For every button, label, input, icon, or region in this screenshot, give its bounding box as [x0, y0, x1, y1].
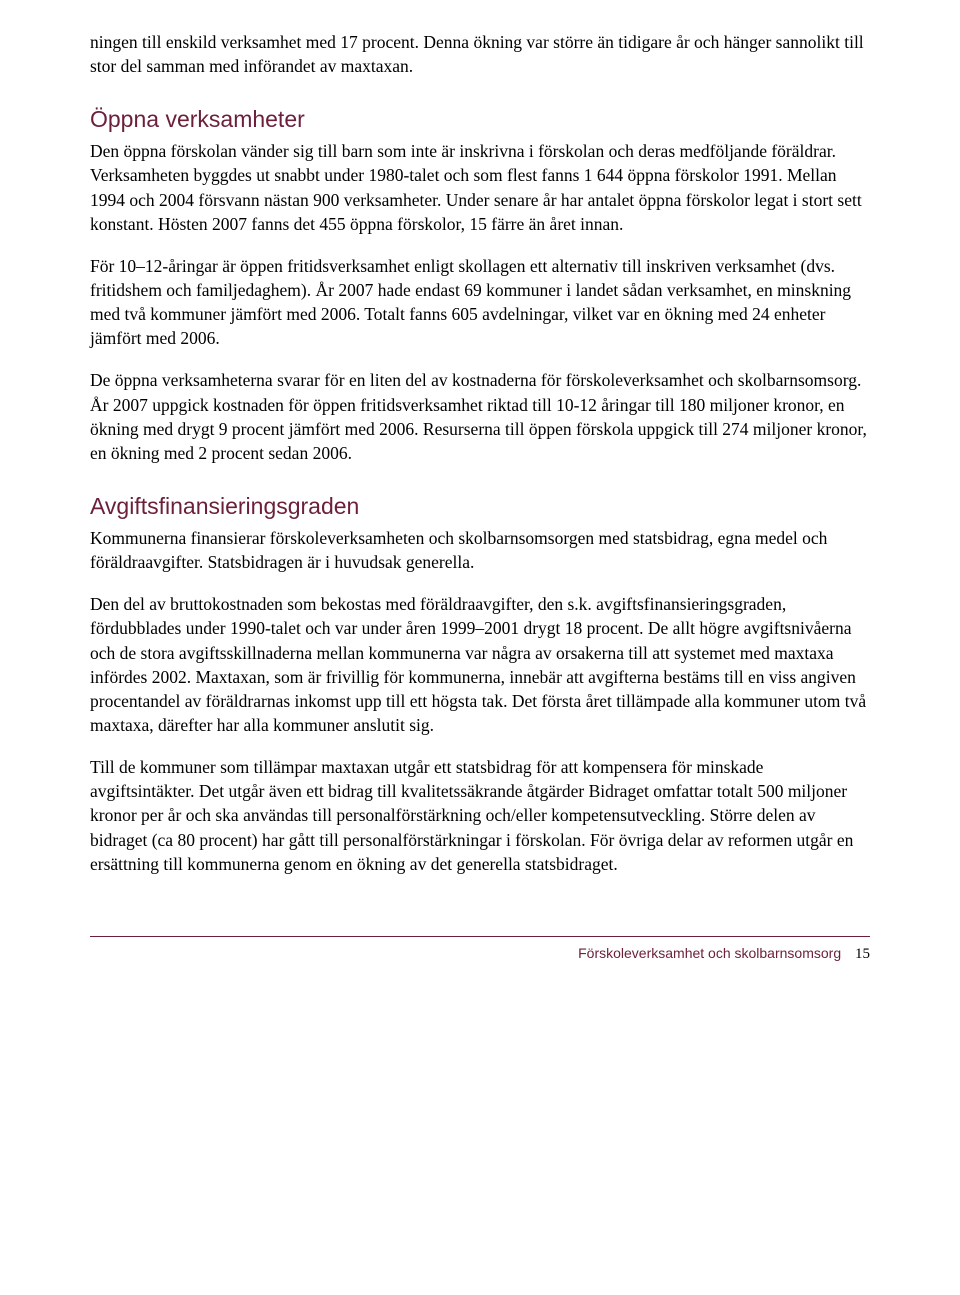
- page-footer: Förskoleverksamhet och skolbarnsomsorg 1…: [90, 945, 870, 983]
- section1-p2: För 10–12-åringar är öppen fritidsverksa…: [90, 254, 870, 351]
- section1-p3: De öppna verksamheterna svarar för en li…: [90, 368, 870, 465]
- document-page: ningen till enskild verksamhet med 17 pr…: [0, 0, 960, 1023]
- footer-label: Förskoleverksamhet och skolbarnsomsorg: [578, 945, 841, 961]
- section-heading-oppna: Öppna verksamheter: [90, 106, 870, 133]
- section2-p2: Den del av bruttokostnaden som bekostas …: [90, 592, 870, 737]
- section-heading-avgift: Avgiftsfinansieringsgraden: [90, 493, 870, 520]
- section1-p1: Den öppna förskolan vänder sig till barn…: [90, 139, 870, 236]
- footer-rule: [90, 936, 870, 937]
- section2-p3: Till de kommuner som tillämpar maxtaxan …: [90, 755, 870, 876]
- footer-page-number: 15: [855, 946, 870, 962]
- intro-paragraph: ningen till enskild verksamhet med 17 pr…: [90, 30, 870, 78]
- section2-p1: Kommunerna finansierar förskoleverksamhe…: [90, 526, 870, 574]
